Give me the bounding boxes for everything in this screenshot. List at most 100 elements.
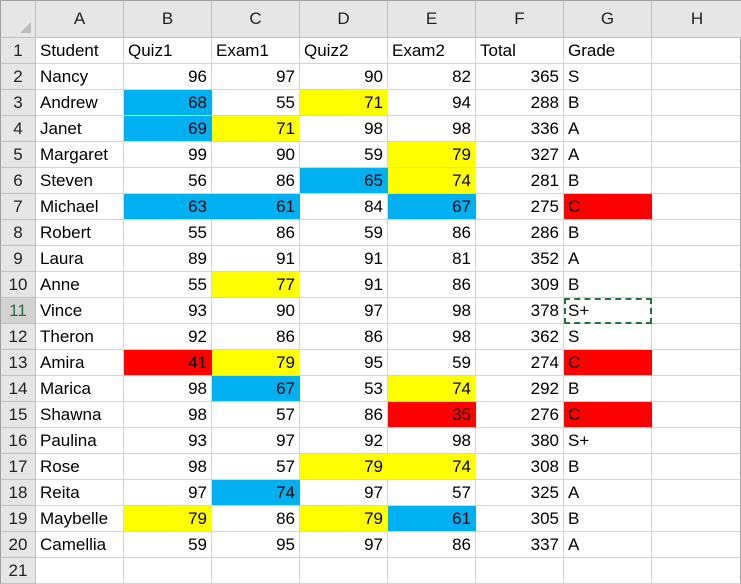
cell-c7[interactable]: 61 — [212, 194, 300, 220]
cell-e9[interactable]: 81 — [388, 246, 476, 272]
cell-h16[interactable] — [652, 428, 741, 454]
cell-h18[interactable] — [652, 480, 741, 506]
row-header-1[interactable]: 1 — [1, 38, 36, 64]
cell-h20[interactable] — [652, 532, 741, 558]
cell-h7[interactable] — [652, 194, 741, 220]
cell-a7[interactable]: Michael — [36, 194, 124, 220]
column-header-e[interactable]: E — [388, 1, 476, 38]
cell-c4[interactable]: 71 — [212, 116, 300, 142]
cell-d9[interactable]: 91 — [300, 246, 388, 272]
cell-e10[interactable]: 86 — [388, 272, 476, 298]
cell-b8[interactable]: 55 — [124, 220, 212, 246]
cell-d19[interactable]: 79 — [300, 506, 388, 532]
cell-d21[interactable] — [300, 558, 388, 584]
cell-d15[interactable]: 86 — [300, 402, 388, 428]
cell-b3[interactable]: 68 — [124, 90, 212, 116]
cell-h6[interactable] — [652, 168, 741, 194]
cell-b11[interactable]: 93 — [124, 298, 212, 324]
cell-g1[interactable]: Grade — [564, 38, 652, 64]
cell-f3[interactable]: 288 — [476, 90, 564, 116]
cell-g7[interactable]: C — [564, 194, 652, 220]
cell-e3[interactable]: 94 — [388, 90, 476, 116]
cell-h5[interactable] — [652, 142, 741, 168]
cell-a17[interactable]: Rose — [36, 454, 124, 480]
cell-d18[interactable]: 97 — [300, 480, 388, 506]
cell-c10[interactable]: 77 — [212, 272, 300, 298]
cell-b18[interactable]: 97 — [124, 480, 212, 506]
cell-e13[interactable]: 59 — [388, 350, 476, 376]
cell-e18[interactable]: 57 — [388, 480, 476, 506]
cell-f6[interactable]: 281 — [476, 168, 564, 194]
cell-a8[interactable]: Robert — [36, 220, 124, 246]
cell-d2[interactable]: 90 — [300, 64, 388, 90]
cell-d12[interactable]: 86 — [300, 324, 388, 350]
row-header-13[interactable]: 13 — [1, 350, 36, 376]
cell-f21[interactable] — [476, 558, 564, 584]
cell-h17[interactable] — [652, 454, 741, 480]
cell-e19[interactable]: 61 — [388, 506, 476, 532]
cell-c6[interactable]: 86 — [212, 168, 300, 194]
cell-b1[interactable]: Quiz1 — [124, 38, 212, 64]
cell-a4[interactable]: Janet — [36, 116, 124, 142]
cell-d3[interactable]: 71 — [300, 90, 388, 116]
cell-e15[interactable]: 35 — [388, 402, 476, 428]
cell-g18[interactable]: A — [564, 480, 652, 506]
cell-g16[interactable]: S+ — [564, 428, 652, 454]
cell-a19[interactable]: Maybelle — [36, 506, 124, 532]
cell-d8[interactable]: 59 — [300, 220, 388, 246]
cell-b16[interactable]: 93 — [124, 428, 212, 454]
cell-d5[interactable]: 59 — [300, 142, 388, 168]
cell-f15[interactable]: 276 — [476, 402, 564, 428]
cell-d4[interactable]: 98 — [300, 116, 388, 142]
column-header-c[interactable]: C — [212, 1, 300, 38]
cell-c8[interactable]: 86 — [212, 220, 300, 246]
cell-g20[interactable]: A — [564, 532, 652, 558]
cell-a9[interactable]: Laura — [36, 246, 124, 272]
cell-a20[interactable]: Camellia — [36, 532, 124, 558]
cell-a5[interactable]: Margaret — [36, 142, 124, 168]
cell-d20[interactable]: 97 — [300, 532, 388, 558]
row-header-17[interactable]: 17 — [1, 454, 36, 480]
cell-g6[interactable]: B — [564, 168, 652, 194]
cell-g3[interactable]: B — [564, 90, 652, 116]
row-header-19[interactable]: 19 — [1, 506, 36, 532]
cell-d14[interactable]: 53 — [300, 376, 388, 402]
cell-f18[interactable]: 325 — [476, 480, 564, 506]
row-header-7[interactable]: 7 — [1, 194, 36, 220]
cell-e21[interactable] — [388, 558, 476, 584]
cell-h8[interactable] — [652, 220, 741, 246]
cell-e11[interactable]: 98 — [388, 298, 476, 324]
cell-b12[interactable]: 92 — [124, 324, 212, 350]
cell-b20[interactable]: 59 — [124, 532, 212, 558]
cell-c13[interactable]: 79 — [212, 350, 300, 376]
cell-g8[interactable]: B — [564, 220, 652, 246]
cell-g17[interactable]: B — [564, 454, 652, 480]
cell-d11[interactable]: 97 — [300, 298, 388, 324]
cell-f2[interactable]: 365 — [476, 64, 564, 90]
row-header-14[interactable]: 14 — [1, 376, 36, 402]
cell-b14[interactable]: 98 — [124, 376, 212, 402]
row-header-4[interactable]: 4 — [1, 116, 36, 142]
cell-g11[interactable]: S+ — [564, 298, 652, 324]
cell-c17[interactable]: 57 — [212, 454, 300, 480]
cell-a10[interactable]: Anne — [36, 272, 124, 298]
cell-c5[interactable]: 90 — [212, 142, 300, 168]
cell-b9[interactable]: 89 — [124, 246, 212, 272]
cell-f9[interactable]: 352 — [476, 246, 564, 272]
cell-b6[interactable]: 56 — [124, 168, 212, 194]
cell-f11[interactable]: 378 — [476, 298, 564, 324]
row-header-20[interactable]: 20 — [1, 532, 36, 558]
row-header-11[interactable]: 11 — [1, 298, 36, 324]
cell-c19[interactable]: 86 — [212, 506, 300, 532]
cell-f7[interactable]: 275 — [476, 194, 564, 220]
cell-g4[interactable]: A — [564, 116, 652, 142]
cell-a6[interactable]: Steven — [36, 168, 124, 194]
cell-a11[interactable]: Vince — [36, 298, 124, 324]
cell-f1[interactable]: Total — [476, 38, 564, 64]
cell-c3[interactable]: 55 — [212, 90, 300, 116]
cell-h21[interactable] — [652, 558, 741, 584]
cell-c15[interactable]: 57 — [212, 402, 300, 428]
cell-e8[interactable]: 86 — [388, 220, 476, 246]
cell-b13[interactable]: 41 — [124, 350, 212, 376]
